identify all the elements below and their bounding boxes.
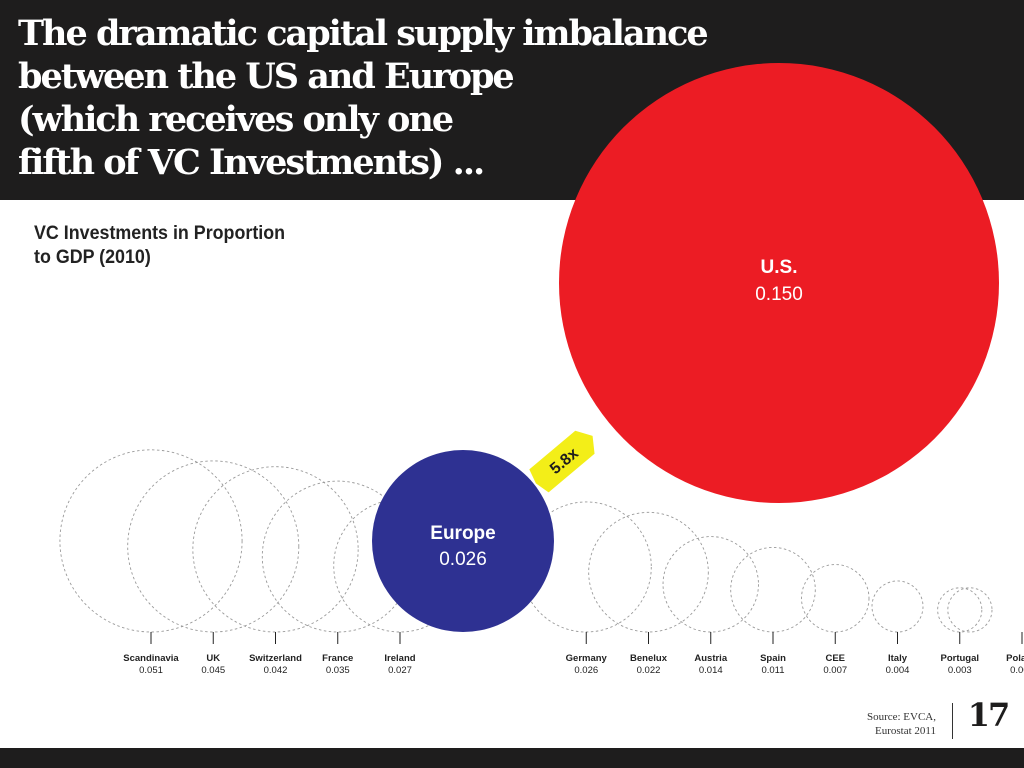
source-note: Source: EVCA, Eurostat 2011 <box>866 711 936 737</box>
bubble-value-us: 0.150 <box>755 284 803 305</box>
country-label-portugal: Portugal <box>940 653 979 664</box>
country-label-scandinavia: Scandinavia <box>123 653 179 664</box>
country-value-france: 0.035 <box>326 665 350 676</box>
outline-circle-poland <box>947 587 993 633</box>
page-number: 17 <box>967 696 1011 734</box>
country-value-austria: 0.014 <box>699 665 723 676</box>
bubble-europe <box>372 450 554 632</box>
country-label-uk: UK <box>206 653 220 664</box>
footer-divider <box>952 703 953 739</box>
outline-circle-cee <box>801 564 870 633</box>
bubble-value-europe: 0.026 <box>439 549 487 570</box>
country-label-switzerland: Switzerland <box>249 653 302 664</box>
country-label-austria: Austria <box>694 653 727 664</box>
country-value-portugal: 0.003 <box>948 665 972 676</box>
headline: The dramatic capital supply imbalance be… <box>18 13 709 183</box>
country-value-uk: 0.045 <box>201 665 225 676</box>
country-value-poland: 0.003 <box>1010 665 1024 676</box>
country-value-benelux: 0.022 <box>637 665 661 676</box>
outline-circle-uk <box>127 460 300 633</box>
country-label-spain: Spain <box>760 653 786 664</box>
ratio-tag: 5.8x <box>529 430 595 493</box>
outline-circle-italy <box>871 580 924 633</box>
country-value-cee: 0.007 <box>823 665 847 676</box>
ratio-callout: 5.8x <box>529 430 595 493</box>
main-bubbles: U.S. 0.150 Europe 0.026 <box>372 63 999 632</box>
outline-circle-benelux <box>588 511 709 633</box>
country-value-ireland: 0.027 <box>388 665 412 676</box>
country-label-ireland: Ireland <box>384 653 415 664</box>
country-label-benelux: Benelux <box>630 653 668 664</box>
outline-circle-scandinavia <box>59 449 243 633</box>
country-value-scandinavia: 0.051 <box>139 665 163 676</box>
bubble-label-us: U.S. <box>761 257 798 278</box>
country-label-france: France <box>322 653 353 664</box>
bubble-label-europe: Europe <box>430 523 495 544</box>
footer-band <box>0 748 1024 768</box>
country-label-italy: Italy <box>888 653 908 664</box>
country-value-italy: 0.004 <box>886 665 910 676</box>
country-label-poland: Poland <box>1006 653 1024 664</box>
country-value-germany: 0.026 <box>574 665 598 676</box>
chart-title: VC Investments in Proportion to GDP (201… <box>34 223 286 268</box>
country-label-cee: CEE <box>825 653 845 664</box>
outline-circle-spain <box>730 546 816 633</box>
outline-circle-austria <box>662 536 759 633</box>
country-value-switzerland: 0.042 <box>264 665 288 676</box>
outline-circle-portugal <box>937 587 983 633</box>
ratio-tag-shape <box>529 430 595 493</box>
bubble-us <box>559 63 999 503</box>
country-value-spain: 0.011 <box>761 665 784 676</box>
country-label-germany: Germany <box>566 653 608 664</box>
outline-circle-switzerland <box>192 466 359 633</box>
